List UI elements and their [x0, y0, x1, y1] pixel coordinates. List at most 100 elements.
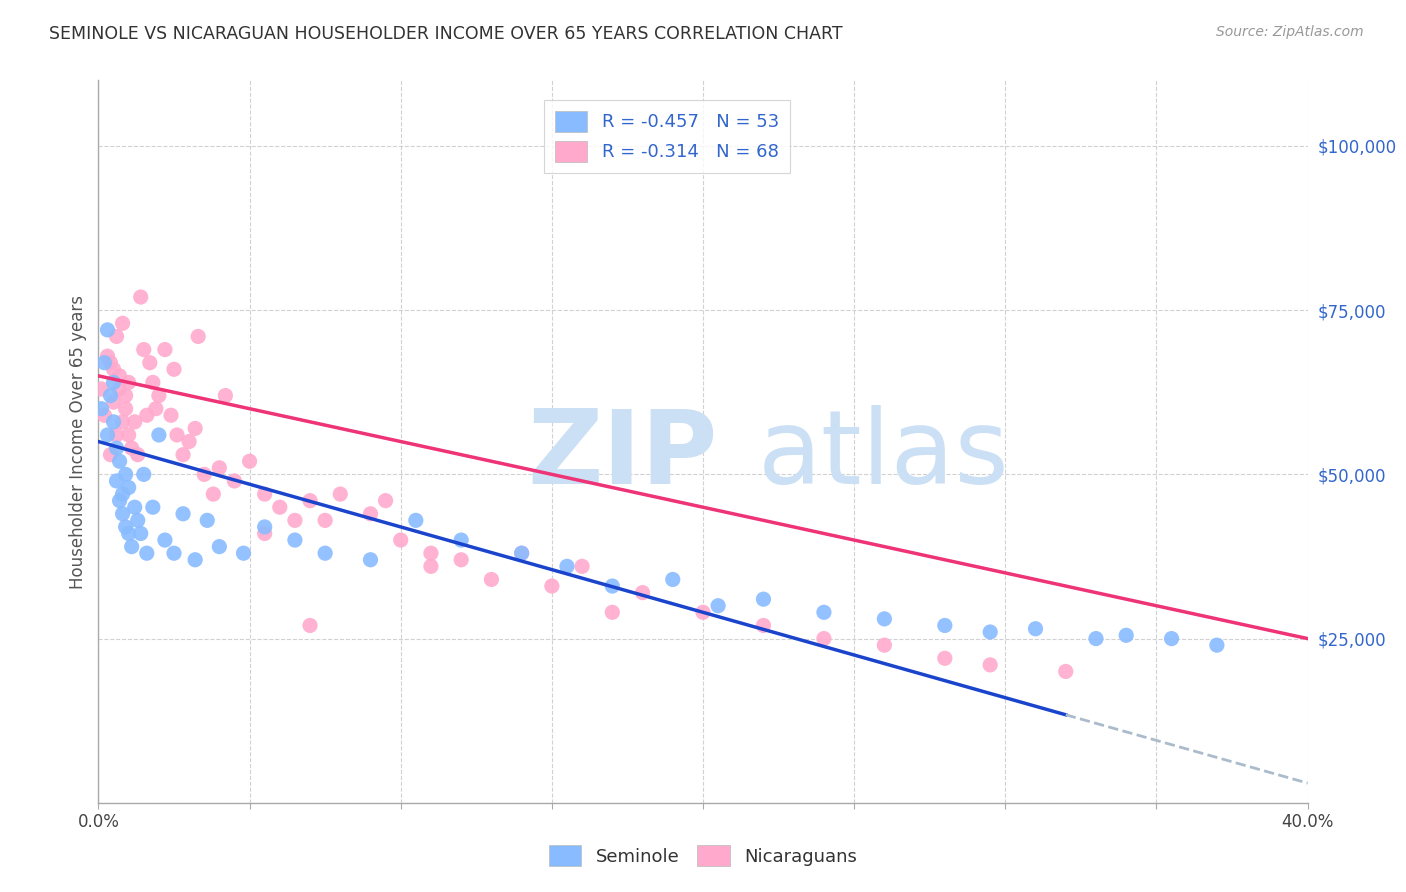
Point	[253, 520, 276, 534]
Point	[111, 487, 134, 501]
Text: Source: ZipAtlas.com: Source: ZipAtlas.com	[1216, 25, 1364, 39]
Point	[153, 343, 176, 357]
Point	[752, 592, 775, 607]
Point	[1160, 632, 1182, 646]
Point	[314, 546, 336, 560]
Point	[420, 559, 443, 574]
Point	[510, 546, 533, 560]
Point	[284, 513, 307, 527]
Point	[374, 493, 396, 508]
Point	[127, 513, 149, 527]
Point	[90, 401, 112, 416]
Point	[148, 428, 170, 442]
Point	[1206, 638, 1229, 652]
Point	[314, 513, 336, 527]
Point	[153, 533, 176, 547]
Point	[813, 632, 835, 646]
Point	[450, 553, 472, 567]
Point	[129, 290, 152, 304]
Point	[184, 421, 207, 435]
Point	[100, 388, 122, 402]
Point	[160, 409, 183, 423]
Point	[135, 409, 157, 423]
Point	[253, 487, 276, 501]
Point	[184, 553, 207, 567]
Y-axis label: Householder Income Over 65 years: Householder Income Over 65 years	[69, 294, 87, 589]
Point	[103, 362, 125, 376]
Point	[692, 605, 714, 619]
Point	[540, 579, 562, 593]
Point	[602, 579, 624, 593]
Point	[114, 401, 136, 416]
Point	[224, 474, 246, 488]
Point	[420, 546, 443, 560]
Point	[187, 329, 209, 343]
Text: SEMINOLE VS NICARAGUAN HOUSEHOLDER INCOME OVER 65 YEARS CORRELATION CHART: SEMINOLE VS NICARAGUAN HOUSEHOLDER INCOM…	[49, 25, 842, 43]
Point	[873, 612, 896, 626]
Point	[96, 349, 118, 363]
Point	[934, 618, 956, 632]
Point	[111, 415, 134, 429]
Point	[214, 388, 236, 402]
Point	[602, 605, 624, 619]
Point	[132, 343, 155, 357]
Point	[163, 362, 186, 376]
Point	[450, 533, 472, 547]
Point	[108, 368, 131, 383]
Point	[329, 487, 352, 501]
Point	[360, 507, 382, 521]
Point	[108, 454, 131, 468]
Point	[269, 500, 291, 515]
Point	[752, 618, 775, 632]
Point	[100, 448, 122, 462]
Point	[111, 316, 134, 330]
Point	[103, 376, 125, 390]
Point	[108, 493, 131, 508]
Point	[208, 460, 231, 475]
Point	[1115, 628, 1137, 642]
Point	[239, 454, 262, 468]
Point	[103, 395, 125, 409]
Text: atlas: atlas	[758, 406, 1010, 507]
Point	[105, 428, 128, 442]
Point	[114, 467, 136, 482]
Point	[1024, 622, 1046, 636]
Point	[166, 428, 188, 442]
Point	[129, 526, 152, 541]
Point	[114, 388, 136, 402]
Point	[148, 388, 170, 402]
Point	[510, 546, 533, 560]
Point	[172, 448, 194, 462]
Point	[208, 540, 231, 554]
Point	[299, 618, 322, 632]
Point	[1054, 665, 1077, 679]
Point	[284, 533, 307, 547]
Point	[555, 559, 578, 574]
Point	[145, 401, 167, 416]
Point	[481, 573, 503, 587]
Point	[132, 467, 155, 482]
Point	[105, 441, 128, 455]
Point	[90, 382, 112, 396]
Point	[121, 540, 143, 554]
Point	[202, 487, 225, 501]
Point	[232, 546, 254, 560]
Point	[103, 415, 125, 429]
Point	[135, 546, 157, 560]
Point	[979, 657, 1001, 672]
Point	[571, 559, 593, 574]
Point	[118, 376, 141, 390]
Point	[96, 323, 118, 337]
Point	[1085, 632, 1108, 646]
Point	[121, 441, 143, 455]
Point	[707, 599, 730, 613]
Point	[405, 513, 427, 527]
Point	[360, 553, 382, 567]
Point	[179, 434, 201, 449]
Point	[105, 329, 128, 343]
Point	[93, 356, 115, 370]
Point	[934, 651, 956, 665]
Legend: Seminole, Nicaraguans: Seminole, Nicaraguans	[541, 838, 865, 873]
Point	[114, 520, 136, 534]
Point	[127, 448, 149, 462]
